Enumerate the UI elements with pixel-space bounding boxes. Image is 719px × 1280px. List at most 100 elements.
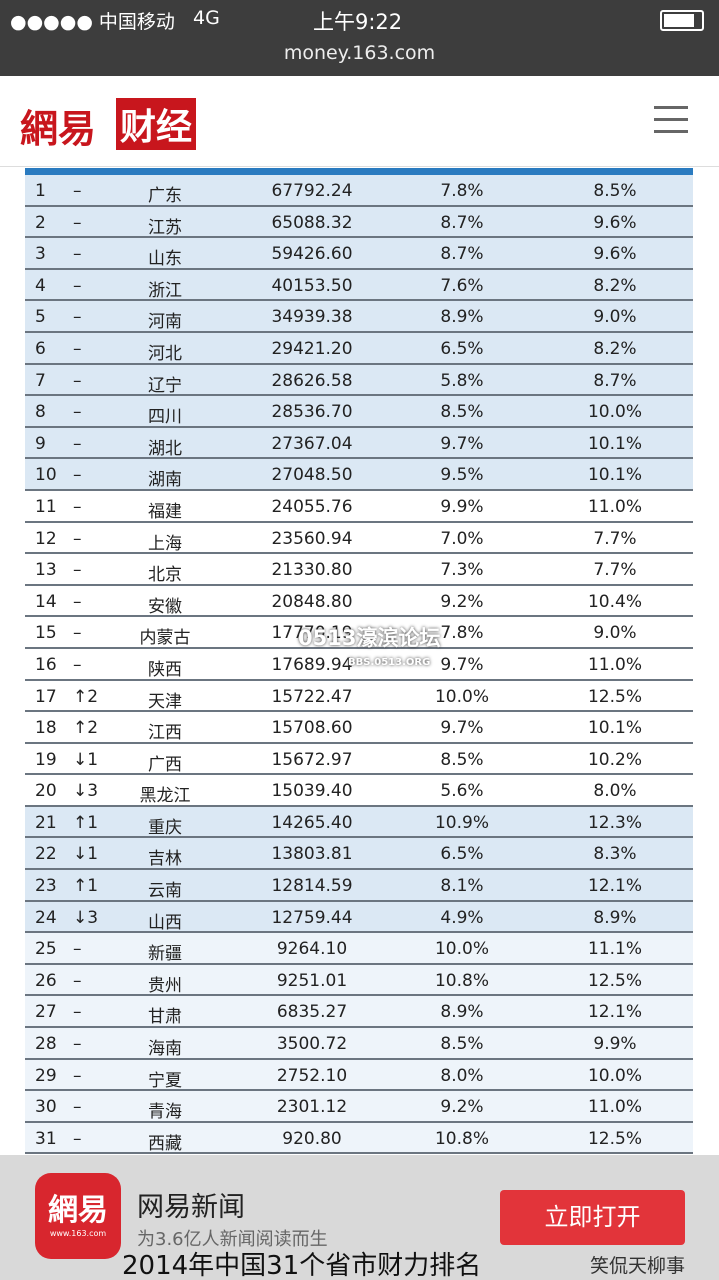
app-slogan: 为3.6亿人新闻阅读而生 — [137, 1229, 328, 1250]
watermark-sub: BBS.0513.ORG — [348, 657, 431, 668]
growth-cell: 9.2% — [440, 1097, 484, 1118]
target-cell: 8.7% — [593, 370, 637, 391]
target-cell: 9.6% — [593, 244, 637, 265]
rank-cell: 19 — [35, 749, 57, 770]
province-cell: 上海 — [148, 533, 182, 554]
table-row: 22 ↓1 吉林 13803.81 6.5% 8.3% — [25, 838, 693, 871]
gdp-cell: 20848.80 — [271, 591, 353, 612]
rank-cell: 27 — [35, 1002, 57, 1023]
open-button[interactable]: 立即打开 — [500, 1190, 685, 1245]
province-cell: 重庆 — [148, 817, 182, 838]
table-row: 26– 贵州 9251.01 10.8% 12.5% — [25, 964, 693, 997]
gdp-cell: 12759.44 — [271, 907, 353, 928]
rank-cell: 9 — [35, 433, 46, 454]
rank-cell: 26 — [35, 970, 57, 991]
change-cell: ↓3 — [73, 781, 99, 802]
growth-cell: 9.5% — [440, 465, 484, 486]
table-row: 24 ↓3 山西 12759.44 4.9% 8.9% — [25, 901, 693, 934]
gdp-cell: 23560.94 — [271, 528, 353, 549]
change-cell: ↑2 — [73, 718, 99, 739]
gdp-cell: 21330.80 — [271, 560, 353, 581]
gdp-cell: 2301.12 — [276, 1097, 348, 1118]
wechat-account: 笑侃天柳事 — [590, 1255, 686, 1277]
change-cell: – — [73, 1002, 82, 1023]
app-icon-url: www.163.com — [49, 1229, 107, 1238]
rank-cell: 20 — [35, 781, 57, 802]
gdp-cell: 15722.47 — [271, 686, 353, 707]
target-cell: 12.5% — [587, 1128, 642, 1149]
province-cell: 新疆 — [148, 944, 182, 965]
growth-cell: 8.9% — [440, 307, 484, 328]
gdp-cell: 28536.70 — [271, 402, 353, 423]
rank-cell: 13 — [35, 560, 57, 581]
province-cell: 青海 — [148, 1102, 182, 1123]
province-cell: 江苏 — [148, 217, 182, 238]
rank-cell: 1 — [35, 181, 46, 201]
url-bar[interactable]: money.163.com — [0, 38, 719, 76]
change-cell: – — [73, 939, 82, 960]
growth-cell: 10.0% — [434, 686, 489, 707]
rank-cell: 17 — [35, 686, 57, 707]
table-row: 30– 青海 2301.12 9.2% 11.0% — [25, 1091, 693, 1123]
target-cell: 11.0% — [587, 496, 642, 517]
province-cell: 浙江 — [148, 280, 182, 301]
rank-cell: 11 — [35, 496, 57, 517]
menu-icon[interactable] — [654, 106, 688, 133]
url: money.163.com — [283, 42, 436, 64]
province-cell: 湖北 — [148, 438, 182, 459]
growth-cell: 8.5% — [440, 402, 484, 423]
gdp-cell: 3500.72 — [276, 1034, 348, 1055]
target-cell: 8.0% — [593, 781, 637, 802]
target-cell: 10.1% — [587, 433, 642, 454]
gdp-cell: 15039.40 — [271, 781, 353, 802]
app-name: 网易新闻 — [137, 1192, 245, 1223]
gdp-cell: 28626.58 — [271, 370, 353, 391]
change-cell: – — [73, 433, 82, 454]
target-cell: 8.2% — [593, 275, 637, 296]
target-cell: 8.9% — [593, 907, 637, 928]
growth-cell: 9.7% — [440, 718, 484, 739]
rank-cell: 24 — [35, 907, 57, 928]
target-cell: 10.1% — [587, 465, 642, 486]
target-cell: 7.7% — [593, 528, 637, 549]
change-cell: – — [73, 275, 82, 296]
gdp-cell: 34939.38 — [271, 307, 353, 328]
gdp-cell: 9264.10 — [276, 939, 348, 960]
table-row: 6 – 河北 29421.20 6.5% 8.2% — [25, 332, 693, 365]
table-row: 27– 甘肃 6835.27 8.9% 12.1% — [25, 996, 693, 1029]
target-cell: 11.0% — [587, 1097, 642, 1118]
rank-cell: 18 — [35, 718, 57, 739]
target-cell: 11.1% — [587, 939, 642, 960]
gdp-cell: 40153.50 — [271, 275, 353, 296]
target-cell: 9.9% — [593, 1034, 637, 1055]
gdp-cell: 13803.81 — [271, 844, 353, 865]
rank-cell: 22 — [35, 844, 57, 865]
growth-cell: 7.6% — [440, 275, 484, 296]
gdp-cell: 6835.27 — [276, 1002, 348, 1023]
gdp-cell: 12814.59 — [271, 876, 353, 897]
growth-cell: 7.8% — [440, 623, 484, 644]
growth-cell: 8.7% — [440, 212, 484, 233]
change-cell: – — [73, 496, 82, 517]
target-cell: 8.5% — [593, 181, 637, 201]
table-row: 2 – 江苏 65088.32 8.7% 9.6% — [25, 206, 693, 239]
battery — [660, 10, 704, 31]
table-row: 4 – 浙江 40153.50 7.6% 8.2% — [25, 269, 693, 302]
target-cell: 10.4% — [587, 591, 642, 612]
province-cell: 广东 — [148, 186, 182, 206]
gdp-cell: 59426.60 — [271, 244, 353, 265]
rank-cell: 5 — [35, 307, 46, 328]
target-cell: 12.5% — [587, 970, 642, 991]
rank-cell: 31 — [35, 1128, 57, 1149]
gdp-cell: 17770.19 — [271, 623, 353, 644]
province-cell: 河北 — [148, 343, 182, 364]
rank-cell: 7 — [35, 370, 46, 391]
change-cell: – — [73, 244, 82, 265]
gdp-cell: 9251.01 — [276, 970, 348, 991]
change-cell: – — [73, 402, 82, 423]
target-cell: 7.7% — [593, 560, 637, 581]
change-cell: – — [73, 1065, 82, 1086]
status-bar: ●●●●● 中国移动 4G 上午9:22 — [0, 0, 719, 38]
growth-cell: 8.7% — [440, 244, 484, 265]
app-icon[interactable]: 網易 www.163.com — [35, 1173, 121, 1259]
